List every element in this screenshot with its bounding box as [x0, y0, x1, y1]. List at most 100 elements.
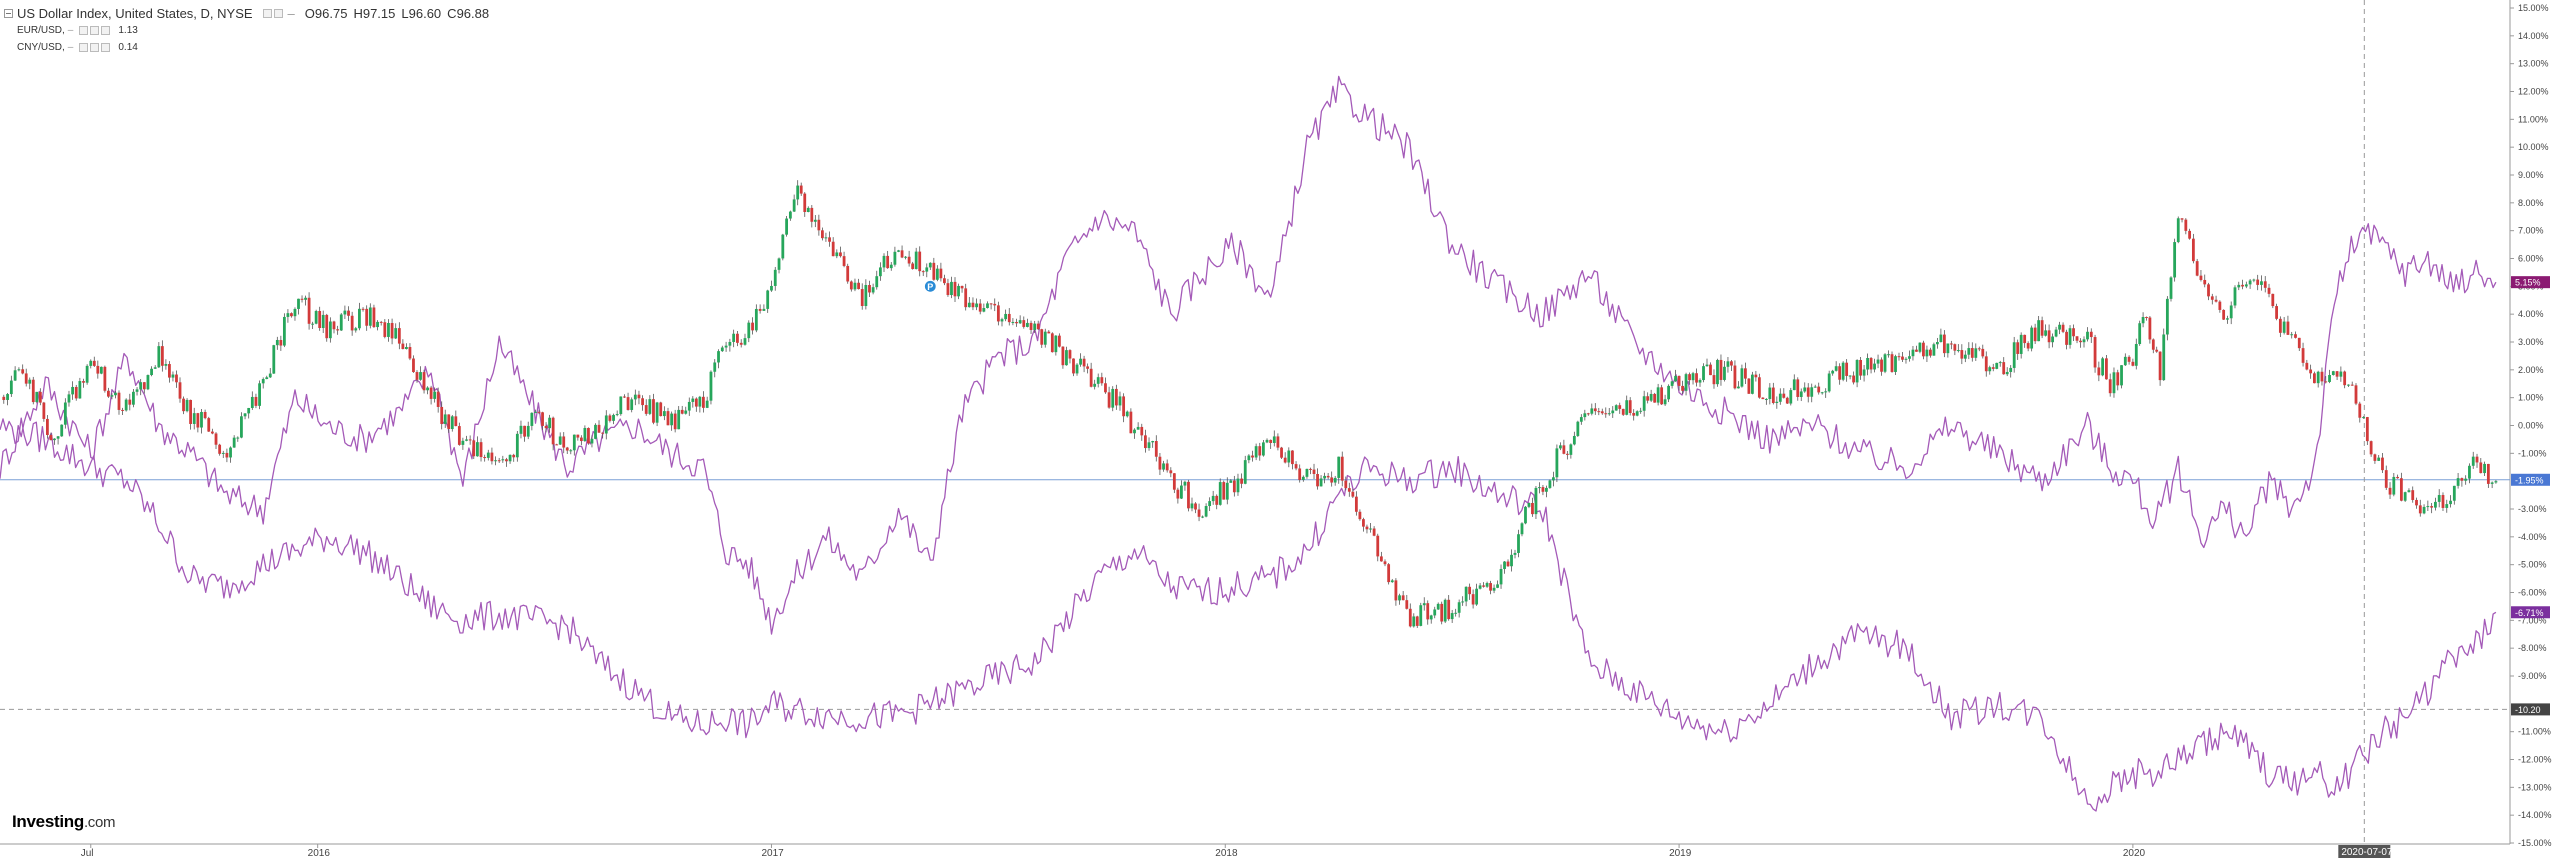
candle-body — [1054, 335, 1058, 353]
candle-body — [314, 310, 318, 324]
candle-body — [1079, 358, 1082, 365]
candle-body — [1897, 356, 1901, 358]
eye-icon[interactable] — [262, 8, 272, 18]
candle-body — [1376, 535, 1380, 557]
candle-body — [24, 373, 28, 384]
candle-body — [652, 399, 655, 423]
candle-body — [321, 314, 325, 328]
candle-body — [325, 314, 329, 339]
candle-body — [2054, 329, 2058, 337]
candle-body — [1667, 385, 1671, 400]
candle-body — [379, 321, 383, 323]
candle-body — [318, 310, 322, 328]
y-tick-label: -11.00% — [2518, 727, 2551, 737]
candle-body — [383, 322, 387, 337]
candle-body — [648, 399, 652, 414]
candle-body — [1911, 349, 1915, 357]
gear-icon[interactable] — [90, 43, 100, 52]
candle-body — [655, 402, 659, 423]
candle-body — [1029, 322, 1033, 330]
candle-body — [1576, 421, 1580, 436]
candle-body — [1929, 349, 1932, 356]
price-badge — [2511, 276, 2550, 289]
candle-body — [770, 285, 773, 291]
candle-body — [1834, 366, 1838, 371]
candle-body — [1733, 365, 1737, 389]
candle-body — [497, 460, 501, 462]
cny-label: CNY/USD, — [17, 42, 65, 53]
legend-main-row[interactable]: US Dollar Index, United States, D, NYSE … — [4, 4, 491, 22]
y-tick-label: 10.00% — [2518, 142, 2549, 152]
candle-body — [1503, 561, 1506, 570]
candle-body — [788, 211, 792, 219]
settings-controls[interactable] — [262, 6, 285, 21]
candle-body — [2301, 348, 2305, 363]
candle-body — [1269, 439, 1273, 443]
gear-icon[interactable] — [273, 8, 283, 18]
more-icon[interactable]: – — [67, 42, 74, 53]
candle-body — [2108, 379, 2112, 394]
candle-body — [1358, 511, 1362, 520]
candle-body — [1187, 481, 1190, 509]
candle-body — [2203, 279, 2207, 285]
candle-body — [390, 322, 394, 339]
x-tick-label: 2017 — [761, 848, 784, 859]
candle-body — [597, 424, 601, 433]
candle-body — [2354, 385, 2358, 404]
candle-body — [1478, 585, 1482, 589]
candle-body — [1294, 464, 1298, 469]
close-icon[interactable] — [101, 43, 111, 52]
candle-body — [250, 396, 254, 408]
candle-body — [1243, 460, 1247, 484]
candle-body — [1520, 523, 1524, 535]
legend-eur-row[interactable]: EUR/USD, – 1.13 — [4, 22, 491, 39]
candle-body — [1674, 375, 1677, 382]
candle-body — [857, 282, 860, 290]
candle-body — [121, 409, 124, 411]
candle-body — [1534, 487, 1538, 515]
candle-body — [307, 297, 311, 324]
candle-body — [2426, 506, 2430, 508]
candle-body — [1922, 342, 1925, 357]
candle-body — [494, 460, 497, 462]
candle-body — [2456, 478, 2460, 486]
eye-icon[interactable] — [79, 43, 89, 52]
candle-body — [875, 276, 879, 288]
collapse-icon[interactable] — [4, 8, 13, 18]
candle-body — [1211, 495, 1215, 502]
candle-body — [619, 396, 623, 415]
candle-body — [354, 328, 358, 331]
candle-body — [666, 411, 670, 426]
y-tick-label: 12.00% — [2518, 87, 2549, 97]
gear-icon[interactable] — [90, 26, 100, 35]
close-icon[interactable] — [101, 26, 111, 35]
candle-body — [1144, 435, 1147, 449]
candle-body — [2494, 481, 2498, 483]
more-icon[interactable]: – — [67, 25, 74, 36]
candle-body — [960, 285, 964, 289]
candle-body — [2061, 324, 2065, 332]
candle-body — [372, 307, 376, 328]
candle-body — [799, 185, 803, 194]
candle-body — [479, 442, 483, 458]
candle-body — [1988, 367, 1992, 372]
candle-body — [2445, 504, 2449, 508]
candle-body — [1383, 561, 1387, 565]
candle-body — [1489, 583, 1492, 591]
candle-body — [626, 397, 630, 410]
candle-body — [2339, 371, 2343, 377]
legend-cny-row[interactable]: CNY/USD, – 0.14 — [4, 39, 491, 56]
candle-body — [724, 345, 728, 348]
candle-body — [1136, 426, 1140, 430]
candle-body — [1125, 411, 1129, 417]
candle-body — [1618, 405, 1622, 409]
candle-body — [232, 437, 236, 448]
candle-body — [1072, 358, 1075, 374]
candle-body — [135, 389, 139, 392]
more-icon[interactable]: – — [287, 5, 295, 21]
candle-body — [286, 313, 290, 317]
event-marker-icon — [923, 279, 937, 293]
eye-icon[interactable] — [79, 26, 89, 35]
